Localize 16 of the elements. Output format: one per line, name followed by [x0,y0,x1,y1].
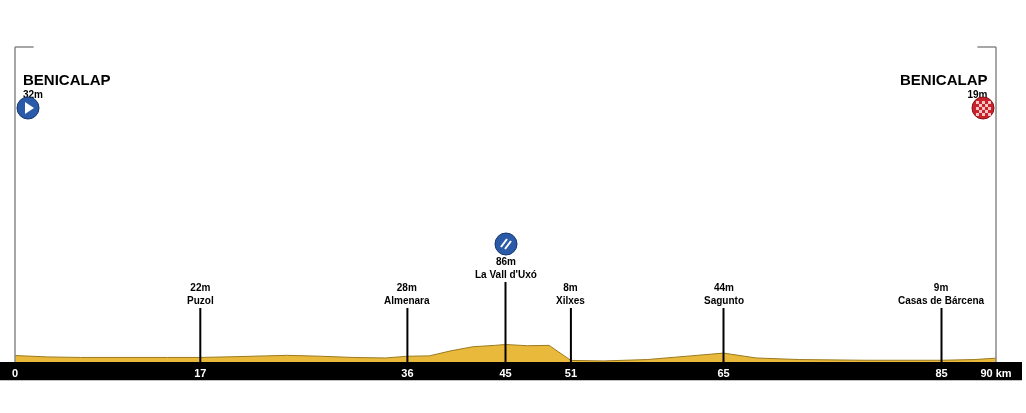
x-tick-label: 36 [401,367,414,379]
x-tick-label: 17 [194,367,207,379]
text: BENICALAP 19m [900,71,988,100]
ref-line-label: 9m Casas de Bárcena [898,282,985,306]
x-tick-label: 0 [11,367,19,379]
x-tick-label: 45 [499,367,512,379]
x-tick-label: 65 [717,367,730,379]
text: BENICALAP 32m [23,71,111,100]
ref-line-label: 44m Sagunto [704,282,744,306]
ref-line-label: 86m La Vall d'Uxó [475,256,537,280]
x-tick-label: 85 [935,367,948,379]
ref-line-label: 22m Puzol [187,282,214,306]
ref-line-label: 28m Almenara [384,282,431,306]
x-tick-label: 90 km [980,367,1012,379]
x-tick-label: 51 [564,367,578,379]
ref-line-label: 8m Xilxes [556,282,586,306]
